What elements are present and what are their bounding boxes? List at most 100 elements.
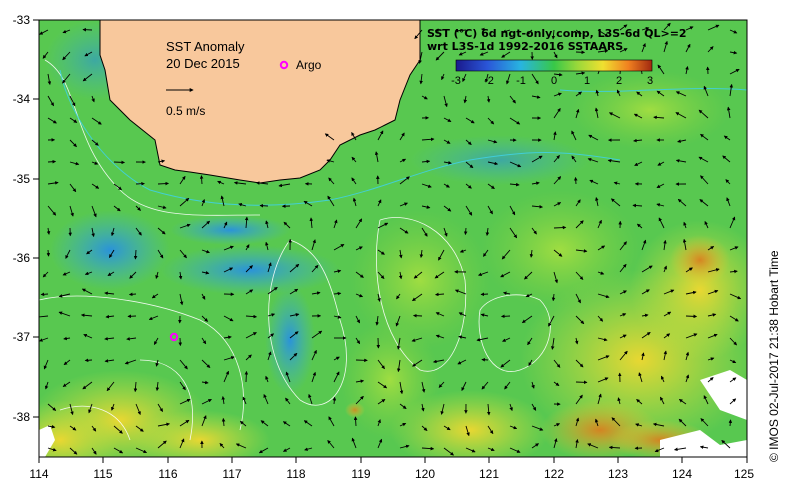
scale-label: 0.5 m/s	[166, 104, 205, 118]
current-arrow	[677, 198, 687, 207]
current-arrow	[531, 227, 537, 235]
current-arrow	[725, 179, 731, 185]
current-arrow	[113, 183, 122, 191]
current-arrow	[638, 372, 643, 383]
current-arrow	[157, 403, 163, 413]
current-arrow	[42, 51, 49, 59]
current-arrow	[652, 422, 665, 427]
current-arrow	[683, 221, 687, 229]
current-arrow	[326, 159, 335, 163]
current-arrow	[663, 350, 668, 361]
current-arrow	[531, 181, 540, 186]
current-arrow	[553, 51, 558, 59]
current-arrow	[69, 95, 76, 107]
current-arrow	[678, 418, 687, 427]
current-arrow	[399, 444, 410, 449]
argo-float-marker[interactable]	[169, 332, 179, 342]
current-arrow	[419, 249, 424, 258]
current-arrow	[223, 267, 234, 273]
current-arrow	[575, 271, 584, 280]
current-arrow	[220, 195, 225, 207]
current-arrow	[722, 155, 731, 163]
current-arrow	[62, 381, 71, 387]
current-arrow	[729, 50, 738, 55]
current-arrow	[377, 381, 388, 389]
argo-legend-label: Argo	[296, 58, 322, 72]
current-arrow	[129, 271, 137, 279]
current-arrow	[104, 291, 115, 296]
current-arrow	[465, 117, 475, 124]
current-arrow	[260, 420, 269, 427]
current-arrow	[443, 117, 452, 122]
current-arrow	[399, 381, 404, 395]
current-arrow	[375, 315, 379, 326]
current-arrow	[597, 355, 610, 361]
current-arrow	[463, 227, 468, 236]
current-arrow	[438, 249, 445, 261]
current-arrow	[501, 51, 511, 58]
current-arrow	[221, 396, 226, 405]
current-arrow	[157, 205, 167, 210]
current-arrow	[113, 205, 121, 212]
argo-marker-icon	[279, 60, 289, 70]
current-arrow	[509, 403, 513, 412]
current-arrow	[548, 315, 555, 327]
current-arrow	[328, 416, 335, 427]
current-arrow	[267, 351, 272, 361]
current-arrow	[487, 183, 495, 189]
current-arrow	[47, 117, 57, 124]
current-arrow	[289, 352, 298, 361]
current-arrow	[311, 371, 317, 383]
current-arrow	[223, 370, 229, 383]
current-arrow	[63, 336, 71, 341]
current-arrow	[657, 161, 665, 166]
current-arrow	[421, 95, 428, 100]
current-arrow	[707, 246, 715, 251]
current-arrow	[595, 89, 600, 97]
current-arrow	[245, 332, 257, 339]
current-arrow	[157, 227, 166, 235]
current-arrow	[597, 271, 605, 275]
header-line-1: SST (°C) 6d ngt-only comp, L3S-6d QL>=2	[427, 27, 687, 40]
current-arrow	[726, 106, 731, 119]
current-arrow	[238, 203, 247, 207]
current-arrow	[353, 416, 358, 427]
current-arrow	[289, 288, 299, 295]
current-arrow	[501, 314, 511, 319]
current-arrow	[611, 417, 621, 427]
current-arrow	[355, 246, 363, 251]
lon-tick-label: 122	[544, 467, 564, 481]
current-arrow	[619, 350, 628, 361]
current-arrow	[245, 265, 253, 273]
current-arrow	[223, 356, 235, 361]
current-arrow	[575, 29, 582, 35]
current-arrow	[223, 315, 234, 322]
current-arrow	[440, 403, 445, 415]
current-arrow	[258, 447, 269, 454]
current-arrow	[575, 439, 579, 449]
current-arrow	[377, 399, 386, 405]
current-arrow	[487, 425, 494, 435]
current-arrow	[63, 359, 71, 366]
current-arrow	[110, 227, 115, 237]
current-arrow	[616, 89, 621, 97]
current-arrow	[531, 443, 539, 449]
current-arrow	[729, 246, 739, 251]
current-arrow	[47, 424, 56, 429]
current-arrow	[201, 359, 211, 369]
current-arrow	[309, 217, 314, 229]
current-arrow	[487, 139, 498, 144]
current-arrow	[677, 139, 687, 143]
current-arrow	[327, 195, 335, 207]
current-arrow	[399, 249, 403, 259]
current-arrow	[413, 313, 423, 318]
map-title: SST Anomaly	[166, 39, 245, 54]
current-arrow	[351, 156, 357, 163]
current-arrow	[619, 24, 628, 31]
lat-tick-label: -36	[13, 251, 31, 265]
current-arrow	[217, 180, 225, 185]
current-arrow	[421, 205, 431, 209]
current-arrow	[553, 176, 562, 185]
current-arrow	[355, 379, 365, 383]
current-arrow	[377, 222, 389, 229]
